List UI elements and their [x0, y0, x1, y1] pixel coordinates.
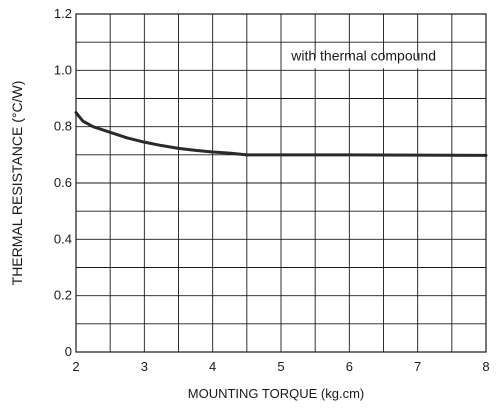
series-curve-group — [74, 111, 488, 157]
x-tick-labels: 2 3 4 5 6 7 8 — [72, 359, 489, 374]
annotation-label: with thermal compound — [290, 47, 436, 63]
x-tick-label: 6 — [346, 359, 353, 374]
y-tick-label: 0.2 — [54, 288, 72, 303]
x-tick-label: 8 — [482, 359, 489, 374]
x-tick-label: 5 — [277, 359, 284, 374]
annotation-background — [283, 58, 436, 69]
y-tick-label: 0.8 — [54, 119, 72, 134]
series-line — [74, 111, 488, 157]
y-tick-labels: 0 0.2 0.4 0.6 0.8 1.0 1.2 — [54, 6, 72, 359]
x-tick-label: 2 — [72, 359, 79, 374]
y-tick-label: 0.4 — [54, 231, 72, 246]
x-tick-label: 3 — [141, 359, 148, 374]
y-axis-label: THERMAL RESISTANCE (°C/W) — [9, 81, 25, 286]
x-axis-label: MOUNTING TORQUE (kg.cm) — [188, 386, 364, 401]
y-tick-label: 1.0 — [54, 62, 72, 77]
y-tick-label: 1.2 — [54, 6, 72, 21]
y-tick-label: 0.6 — [54, 175, 72, 190]
x-tick-label: 4 — [209, 359, 216, 374]
plot-frame — [75, 13, 487, 353]
x-tick-label: 7 — [414, 359, 421, 374]
y-tick-label: 0 — [65, 344, 72, 359]
